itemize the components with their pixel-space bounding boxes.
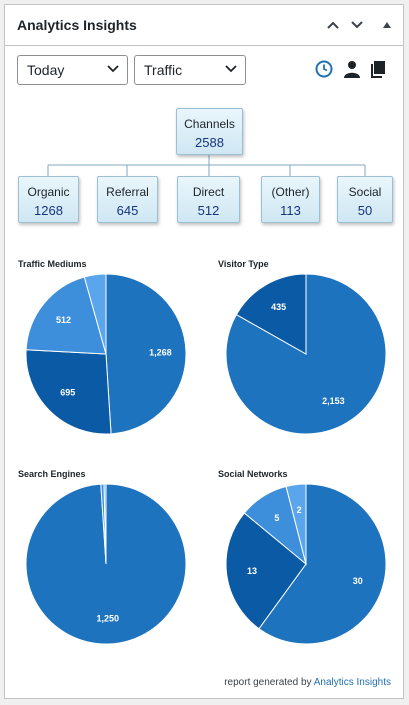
widget-header: Analytics Insights — [5, 5, 403, 46]
tree-root-node: Channels 2588 — [176, 108, 243, 155]
tree-node-organic: Organic 1268 — [18, 176, 79, 223]
tree-node-value: 2588 — [195, 135, 224, 150]
tree-node-value: 1268 — [34, 203, 63, 218]
controls-bar: Today Traffic — [17, 55, 391, 85]
search-engines-pie: 1,250 — [25, 483, 187, 645]
pie-slice[interactable] — [285, 483, 307, 565]
pie-slice-label: 435 — [271, 302, 286, 312]
tree-node-value: 50 — [357, 203, 373, 218]
pie-slice-label: 1,250 — [96, 613, 119, 623]
footer-link[interactable]: Analytics Insights — [313, 677, 391, 688]
traffic-mediums-pie: 1,268 695 512 — [25, 273, 187, 435]
footer-text: report generated by — [224, 677, 312, 688]
pie-slice[interactable] — [25, 349, 112, 435]
channels-tree: Channels 2588 Organic 1268 Referral 645 … — [5, 105, 403, 235]
pie-slice[interactable] — [83, 273, 107, 355]
period-select[interactable]: Today — [17, 55, 128, 85]
report-select-value: Traffic — [144, 62, 183, 78]
pie-slice-label: 512 — [56, 315, 71, 325]
pie-slice[interactable] — [25, 276, 107, 355]
visitor-type-pie: 2,153 435 — [225, 273, 387, 435]
chart-title-social-networks: Social Networks — [218, 469, 288, 479]
pie-slice-label: 30 — [353, 576, 363, 586]
chart-title-traffic-mediums: Traffic Mediums — [18, 259, 87, 269]
tree-node-label: Referral — [106, 185, 149, 199]
chevron-down-icon — [225, 65, 237, 73]
person-icon[interactable] — [343, 60, 361, 83]
tree-node-value: 512 — [197, 203, 220, 218]
chevron-up-icon[interactable] — [323, 15, 343, 35]
pie-slice[interactable] — [103, 483, 107, 565]
triangle-up-icon[interactable] — [377, 15, 397, 35]
period-select-value: Today — [27, 62, 65, 78]
pie-slice-label: 1,268 — [149, 347, 172, 357]
widget-title: Analytics Insights — [17, 17, 137, 33]
tree-connectors — [47, 155, 366, 176]
chart-title-visitor-type: Visitor Type — [218, 259, 269, 269]
clock-icon[interactable] — [315, 60, 333, 83]
tree-node-social: Social 50 — [337, 176, 393, 223]
pie-slice-label: 695 — [60, 388, 75, 398]
pie-slice-label: 13 — [247, 566, 257, 576]
pie-slice-label: 2,153 — [322, 396, 345, 406]
tree-node-label: (Other) — [271, 185, 310, 199]
chart-title-search-engines: Search Engines — [18, 469, 86, 479]
tree-node-direct: Direct 512 — [177, 176, 240, 223]
pie-slice[interactable] — [235, 273, 307, 355]
social-networks-pie: 30 13 5 2 — [225, 483, 387, 645]
tree-node-other: (Other) 113 — [261, 176, 320, 223]
pie-slice-label: 5 — [274, 513, 279, 523]
analytics-widget: Analytics Insights Today Traffic — [4, 4, 404, 699]
tree-node-value: 645 — [116, 203, 139, 218]
tree-node-label: Social — [348, 185, 382, 199]
chevron-down-icon[interactable] — [347, 15, 367, 35]
report-select[interactable]: Traffic — [134, 55, 246, 85]
chevron-down-icon — [107, 65, 119, 73]
pie-slice[interactable] — [225, 512, 307, 630]
pie-slice-label: 2 — [297, 505, 302, 515]
tree-node-referral: Referral 645 — [97, 176, 158, 223]
tree-node-value: 113 — [280, 203, 301, 218]
pie-slice[interactable] — [105, 273, 187, 435]
tree-node-label: Organic — [27, 185, 70, 199]
tree-node-label: Channels — [184, 117, 235, 131]
pie-slice[interactable] — [258, 483, 387, 645]
report-footer: report generated by Analytics Insights — [224, 677, 391, 688]
copy-icon[interactable] — [369, 60, 387, 83]
tree-node-label: Direct — [192, 185, 225, 199]
